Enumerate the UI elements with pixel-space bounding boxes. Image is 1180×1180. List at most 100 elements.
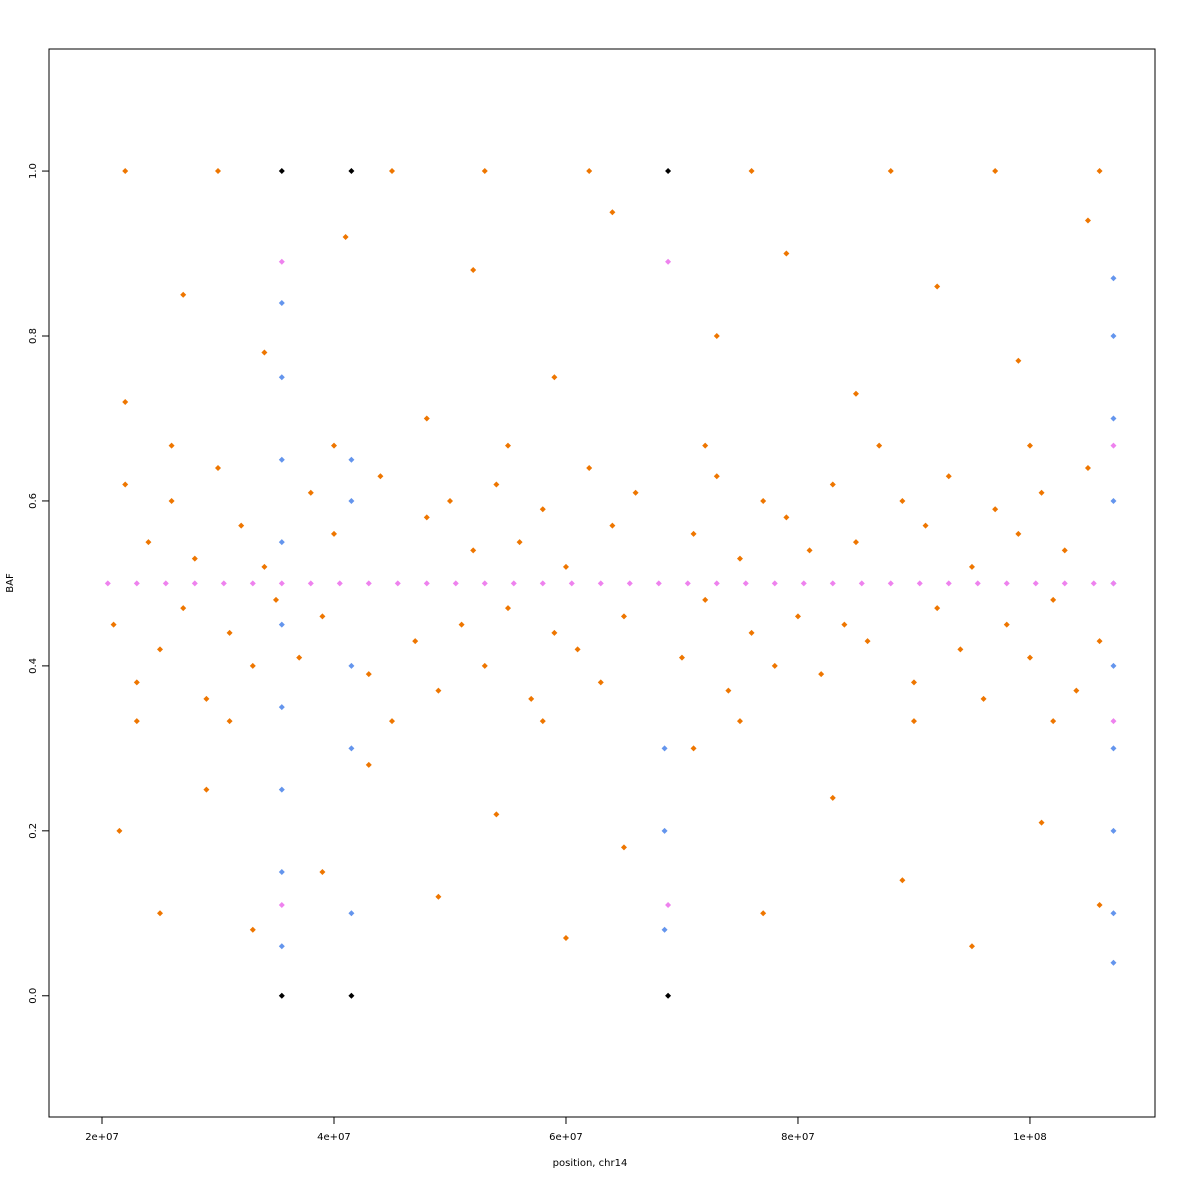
point bbox=[307, 489, 314, 496]
point bbox=[887, 168, 894, 175]
point bbox=[133, 718, 140, 725]
point bbox=[957, 646, 964, 653]
point bbox=[1096, 902, 1103, 909]
point bbox=[348, 745, 355, 752]
x-tick-label: 1e+08 bbox=[1013, 1132, 1047, 1143]
point bbox=[481, 168, 488, 175]
point bbox=[238, 522, 245, 529]
point bbox=[1110, 497, 1117, 504]
point bbox=[852, 539, 859, 546]
point bbox=[203, 695, 210, 702]
point bbox=[1110, 332, 1117, 339]
point bbox=[493, 481, 500, 488]
point bbox=[562, 935, 569, 942]
point bbox=[348, 168, 355, 175]
point bbox=[226, 629, 233, 636]
point bbox=[794, 613, 801, 620]
point bbox=[348, 662, 355, 669]
point bbox=[261, 563, 268, 570]
point bbox=[980, 695, 987, 702]
point bbox=[665, 168, 672, 175]
point bbox=[162, 580, 169, 587]
point bbox=[678, 654, 685, 661]
point bbox=[702, 596, 709, 603]
point bbox=[992, 168, 999, 175]
point bbox=[713, 332, 720, 339]
y-tick-label: 0.0 bbox=[28, 988, 39, 1004]
point bbox=[661, 827, 668, 834]
point bbox=[690, 745, 697, 752]
point bbox=[974, 580, 981, 587]
point bbox=[661, 745, 668, 752]
point bbox=[742, 580, 749, 587]
point bbox=[446, 497, 453, 504]
point bbox=[945, 473, 952, 480]
point bbox=[1032, 580, 1039, 587]
point bbox=[1110, 662, 1117, 669]
point bbox=[278, 704, 285, 711]
point bbox=[910, 718, 917, 725]
point bbox=[481, 580, 488, 587]
point bbox=[829, 481, 836, 488]
point bbox=[922, 522, 929, 529]
point bbox=[215, 168, 222, 175]
point bbox=[220, 580, 227, 587]
point bbox=[348, 497, 355, 504]
point bbox=[760, 910, 767, 917]
point bbox=[215, 464, 222, 471]
point bbox=[1084, 464, 1091, 471]
point bbox=[992, 506, 999, 513]
point bbox=[319, 869, 326, 876]
point bbox=[684, 580, 691, 587]
point bbox=[261, 349, 268, 356]
point bbox=[910, 679, 917, 686]
point bbox=[725, 687, 732, 694]
point bbox=[655, 580, 662, 587]
point bbox=[806, 547, 813, 554]
x-tick-label: 4e+07 bbox=[317, 1132, 351, 1143]
point bbox=[226, 718, 233, 725]
point bbox=[1110, 580, 1117, 587]
point bbox=[470, 547, 477, 554]
point bbox=[736, 555, 743, 562]
point bbox=[968, 563, 975, 570]
point bbox=[818, 671, 825, 678]
point bbox=[452, 580, 459, 587]
point bbox=[278, 374, 285, 381]
point bbox=[665, 258, 672, 265]
point bbox=[539, 718, 546, 725]
point bbox=[278, 580, 285, 587]
point bbox=[336, 580, 343, 587]
y-tick-label: 0.6 bbox=[28, 493, 39, 509]
point bbox=[1050, 718, 1057, 725]
point bbox=[760, 497, 767, 504]
point bbox=[394, 580, 401, 587]
point bbox=[899, 877, 906, 884]
point bbox=[1110, 910, 1117, 917]
point bbox=[510, 580, 517, 587]
point bbox=[423, 415, 430, 422]
point bbox=[307, 580, 314, 587]
point bbox=[864, 638, 871, 645]
point bbox=[157, 646, 164, 653]
point bbox=[934, 605, 941, 612]
point bbox=[278, 902, 285, 909]
point bbox=[586, 464, 593, 471]
point bbox=[191, 555, 198, 562]
point bbox=[568, 580, 575, 587]
point bbox=[551, 374, 558, 381]
point bbox=[272, 596, 279, 603]
point bbox=[365, 761, 372, 768]
point bbox=[1110, 718, 1117, 725]
point bbox=[122, 481, 129, 488]
point bbox=[1038, 489, 1045, 496]
y-tick-label: 0.2 bbox=[28, 823, 39, 839]
point bbox=[168, 497, 175, 504]
point bbox=[597, 580, 604, 587]
point bbox=[278, 943, 285, 950]
point bbox=[665, 992, 672, 999]
point bbox=[1003, 580, 1010, 587]
point bbox=[665, 902, 672, 909]
point bbox=[388, 718, 395, 725]
point bbox=[934, 283, 941, 290]
